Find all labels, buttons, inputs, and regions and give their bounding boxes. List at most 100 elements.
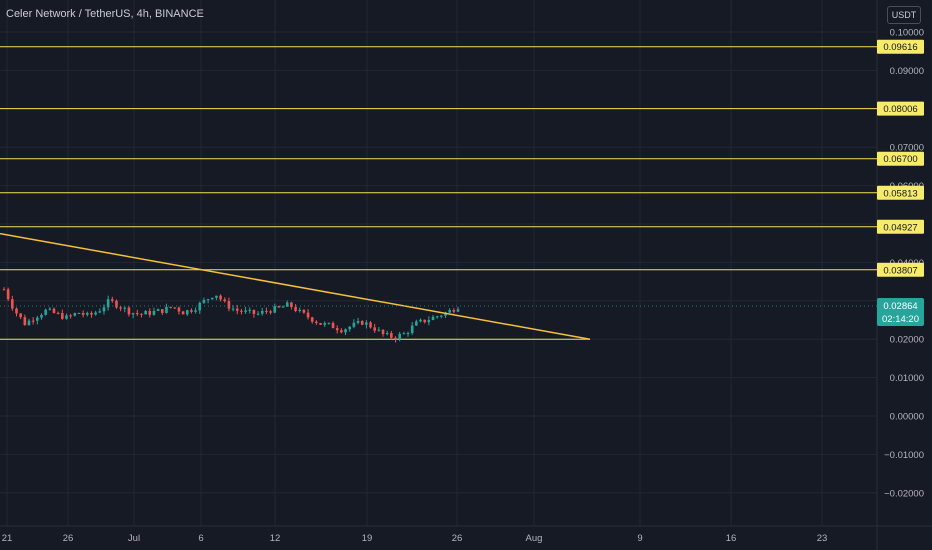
candle-body bbox=[319, 322, 322, 325]
candle-body bbox=[6, 289, 10, 300]
candle-body bbox=[156, 309, 160, 311]
level-price-label bbox=[877, 262, 924, 277]
time-axis[interactable]: 21 26 Jul 6 12 19 26 Aug 9 16 23 bbox=[2, 533, 828, 544]
chart-title: Celer Network / TetherUS, 4h, BINANCE bbox=[6, 8, 204, 20]
candle-body bbox=[52, 308, 56, 313]
level-price-text: 0.03807 bbox=[883, 265, 917, 276]
candle-body bbox=[373, 327, 376, 331]
level-price-label bbox=[877, 185, 924, 200]
candle-body bbox=[444, 312, 447, 316]
candle-body bbox=[277, 306, 281, 308]
candle-body bbox=[402, 333, 406, 335]
candle-body bbox=[215, 295, 218, 298]
candle-body bbox=[448, 310, 451, 313]
candle-body bbox=[315, 321, 318, 323]
candle-body bbox=[115, 300, 118, 308]
candle-body bbox=[360, 320, 364, 325]
candle-body bbox=[410, 325, 414, 334]
level-price-text: 0.05813 bbox=[883, 188, 917, 199]
candle-body bbox=[269, 311, 272, 313]
candle-body bbox=[348, 326, 352, 330]
candle-body bbox=[106, 299, 110, 308]
candle-body bbox=[69, 315, 72, 317]
candle-body bbox=[306, 312, 310, 318]
candle-body bbox=[73, 313, 77, 316]
candle-body bbox=[165, 306, 168, 313]
horizontal-levels[interactable]: 0.09616 0.08006 0.06700 0.05813 0.04927 0.038… bbox=[0, 39, 924, 340]
candle-body bbox=[248, 309, 252, 311]
candle-body bbox=[152, 310, 156, 315]
current-price-tag: 0.02864 02:14:20 bbox=[0, 298, 924, 327]
level-price-text: 0.09616 bbox=[883, 42, 917, 53]
candle-body bbox=[44, 309, 47, 315]
trendline-group[interactable] bbox=[0, 232, 591, 340]
candlestick-series bbox=[2, 287, 460, 343]
level-price-label bbox=[877, 151, 924, 166]
candle-body bbox=[98, 311, 102, 313]
time-tick-label: 23 bbox=[817, 533, 828, 544]
candle-body bbox=[148, 311, 152, 315]
candle-body bbox=[335, 328, 339, 331]
candle-body bbox=[290, 302, 293, 308]
candle-body bbox=[23, 317, 27, 326]
candle-body bbox=[169, 306, 172, 308]
candle-body bbox=[406, 333, 410, 335]
candle-body bbox=[431, 316, 435, 321]
candle-body bbox=[377, 329, 381, 331]
level-price-label bbox=[877, 101, 924, 116]
candle-body bbox=[352, 322, 356, 327]
candle-body bbox=[419, 319, 422, 322]
candle-body bbox=[310, 317, 314, 322]
price-tick-label: 0.02000 bbox=[890, 335, 924, 346]
candle-body bbox=[94, 312, 97, 315]
candle-body bbox=[435, 316, 439, 318]
candle-body bbox=[244, 310, 247, 312]
candle-body bbox=[127, 307, 131, 315]
time-tick-label: 26 bbox=[452, 533, 463, 544]
candle-body bbox=[260, 310, 264, 314]
candle-body bbox=[56, 312, 60, 314]
candle-body bbox=[140, 313, 143, 315]
candle-body bbox=[369, 322, 372, 328]
candle-body bbox=[31, 320, 35, 322]
candle-body bbox=[385, 333, 389, 335]
candle-body bbox=[265, 310, 268, 312]
candle-body bbox=[123, 307, 127, 309]
candle-body bbox=[90, 312, 93, 315]
current-price-box bbox=[877, 298, 924, 327]
candle-body bbox=[102, 307, 106, 312]
candle-body bbox=[294, 307, 297, 312]
candle-body bbox=[185, 310, 189, 315]
candle-body bbox=[144, 311, 147, 315]
candle-body bbox=[15, 308, 18, 314]
price-tick-label: 0.00000 bbox=[890, 412, 924, 423]
candle-body bbox=[61, 313, 64, 319]
level-price-text: 0.06700 bbox=[883, 154, 917, 165]
candle-body bbox=[219, 295, 222, 300]
candle-body bbox=[36, 317, 39, 321]
level-price-label bbox=[877, 219, 924, 234]
price-tick-label: 0.09000 bbox=[890, 66, 924, 77]
candle-body bbox=[365, 322, 368, 325]
time-tick-label: 6 bbox=[198, 533, 203, 544]
candle-body bbox=[202, 299, 206, 303]
candle-body bbox=[390, 333, 393, 338]
candle-body bbox=[65, 315, 68, 319]
candle-body bbox=[86, 312, 89, 315]
candle-body bbox=[223, 299, 227, 302]
time-tick-label: 26 bbox=[63, 533, 74, 544]
candle-body bbox=[210, 297, 214, 300]
currency-badge[interactable]: USDT bbox=[887, 6, 921, 24]
candle-body bbox=[119, 307, 122, 309]
candle-body bbox=[190, 310, 193, 312]
time-tick-label: 12 bbox=[270, 533, 281, 544]
candle-body bbox=[227, 301, 231, 309]
candle-body bbox=[173, 307, 177, 309]
level-price-text: 0.08006 bbox=[883, 104, 917, 115]
candle-body bbox=[327, 322, 331, 324]
time-tick-label: Jul bbox=[128, 533, 140, 544]
grid-lines bbox=[0, 0, 877, 526]
candle-body bbox=[194, 310, 197, 312]
candle-body bbox=[181, 311, 185, 315]
